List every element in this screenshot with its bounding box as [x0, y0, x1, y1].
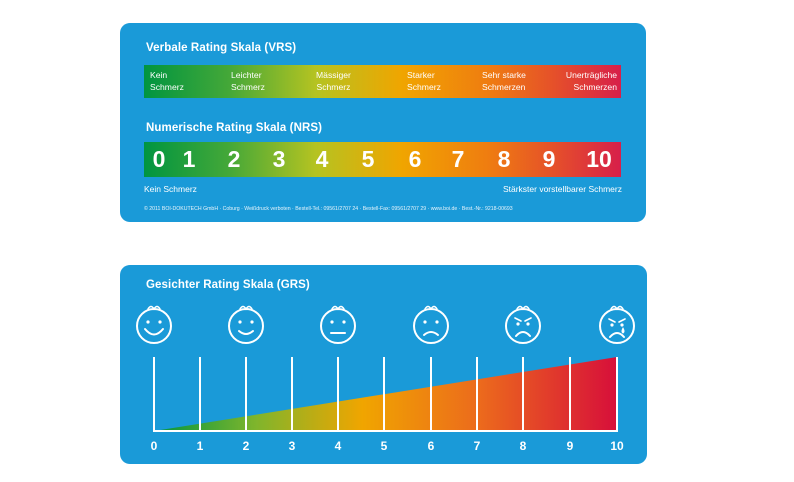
vrs-label-line: Kein — [150, 70, 168, 80]
vrs-label-unertraegliche: Unerträgliche Schmerzen — [566, 69, 617, 93]
vrs-title: Verbale Rating Skala (VRS) — [146, 42, 297, 54]
vrs-label-line: Sehr starke — [482, 70, 526, 80]
grs-ticks — [153, 357, 618, 432]
grs-number-0: 0 — [150, 439, 158, 453]
grs-number-8: 8 — [519, 439, 527, 453]
grs-number-6: 6 — [427, 439, 435, 453]
vrs-label-line: Schmerz — [150, 82, 184, 92]
grs-number-2: 2 — [242, 439, 250, 453]
nrs-number-3: 3 — [272, 146, 286, 172]
nrs-number-5: 5 — [361, 146, 375, 172]
vrs-label-line: Schmerzen — [573, 82, 617, 92]
grs-number-4: 4 — [334, 439, 342, 453]
vrs-gradient-bar: Kein Schmerz Leichter Schmerz Mässiger S… — [144, 65, 621, 98]
copyright-line: © 2011 BOI-DOKUTECH GmbH · Coburg · Weiß… — [144, 206, 513, 212]
vrs-label-line: Leichter — [231, 70, 262, 80]
nrs-right-caption: Stärkster vorstellbarer Schmerz — [502, 184, 622, 194]
grs-card: Gesichter Rating Skala (GRS) — [120, 265, 647, 464]
vrs-label-leichter: Leichter Schmerz — [231, 69, 265, 93]
vrs-label-line: Starker — [407, 70, 435, 80]
nrs-number-6: 6 — [408, 146, 422, 172]
vrs-nrs-card: Verbale Rating Skala (VRS) Kein Schmerz … — [120, 23, 646, 222]
nrs-number-9: 9 — [542, 146, 556, 172]
vrs-label-maessiger: Mässiger Schmerz — [316, 69, 351, 93]
vrs-label-line: Unerträgliche — [565, 70, 617, 80]
nrs-number-0: 0 — [152, 146, 166, 172]
nrs-gradient-bar: 0 1 2 3 4 5 6 7 8 9 10 — [144, 142, 621, 177]
grs-number-1: 1 — [196, 439, 204, 453]
neutral-face-icon — [320, 305, 356, 344]
vrs-label-starker: Starker Schmerz — [407, 69, 441, 93]
vrs-label-line: Schmerz — [407, 82, 441, 92]
nrs-number-2: 2 — [227, 146, 241, 172]
crying-face-icon — [599, 305, 635, 344]
grs-number-3: 3 — [288, 439, 296, 453]
grs-number-9: 9 — [566, 439, 574, 453]
nrs-number-4: 4 — [315, 146, 329, 172]
vrs-label-line: Schmerzen — [482, 82, 526, 92]
distressed-face-icon — [505, 305, 541, 344]
nrs-title: Numerische Rating Skala (NRS) — [146, 122, 323, 134]
nrs-number-1: 1 — [182, 146, 196, 172]
nrs-number-7: 7 — [451, 146, 465, 172]
grs-title: Gesichter Rating Skala (GRS) — [146, 279, 310, 291]
very-happy-face-icon — [136, 305, 172, 344]
grs-gradient-wedge — [154, 357, 617, 431]
vrs-label-line: Schmerz — [231, 82, 265, 92]
grs-number-10: 10 — [610, 439, 624, 453]
nrs-number-10: 10 — [586, 146, 612, 172]
vrs-label-sehr-starke: Sehr starke Schmerzen — [482, 69, 526, 93]
vrs-label-kein: Kein Schmerz — [150, 69, 184, 93]
nrs-number-8: 8 — [497, 146, 511, 172]
grs-number-7: 7 — [473, 439, 481, 453]
grs-number-5: 5 — [380, 439, 388, 453]
nrs-left-caption: Kein Schmerz — [144, 184, 197, 194]
sad-face-icon — [413, 305, 449, 344]
grs-scale-graphic — [136, 305, 635, 432]
vrs-label-line: Schmerz — [316, 82, 351, 92]
vrs-label-line: Mässiger — [316, 70, 351, 80]
happy-face-icon — [228, 305, 264, 344]
